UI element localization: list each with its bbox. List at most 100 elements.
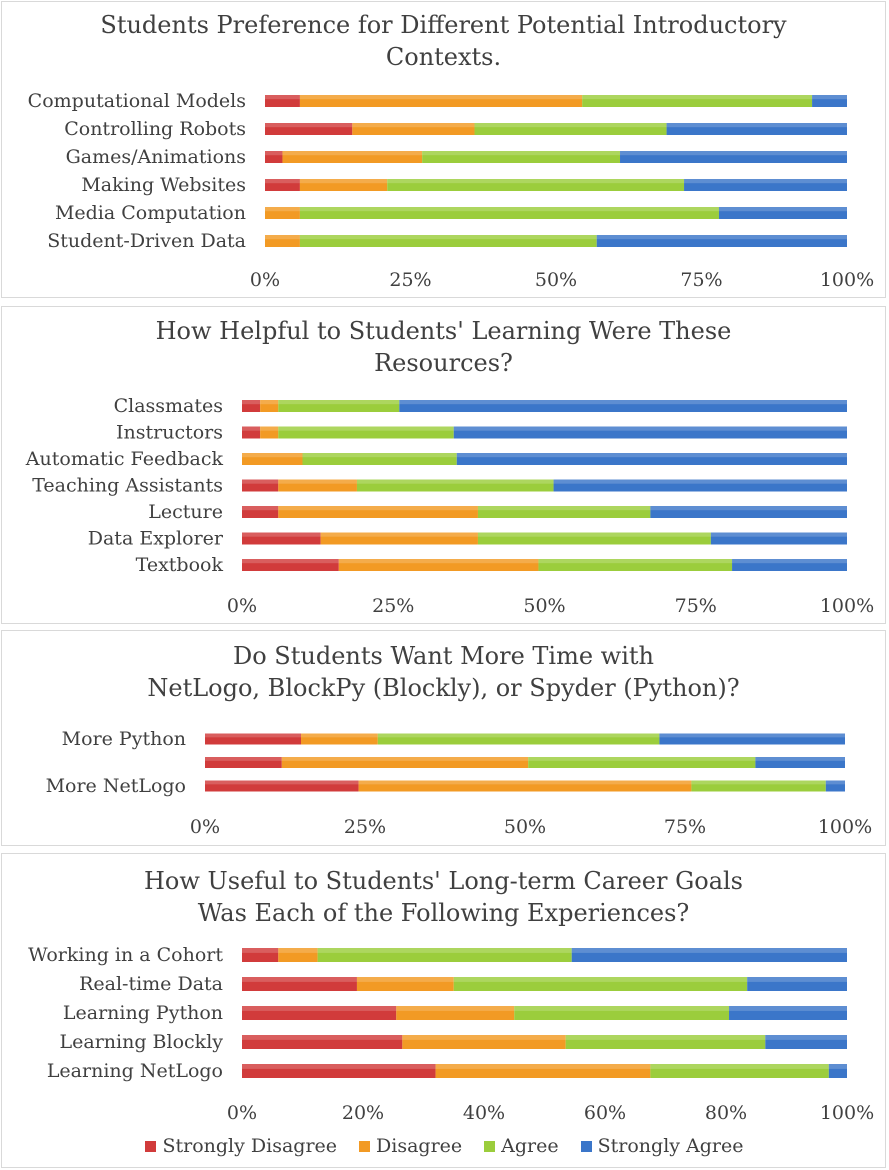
bar-disagree-textbook — [338, 559, 539, 571]
chart-title-line-1: Do Students Want More Time with — [232, 642, 655, 670]
chart-title-line-1: Students Preference for Different Potent… — [100, 11, 787, 39]
bar-agree-working-in-a-cohort — [317, 948, 572, 962]
bar-disagree-working-in-a-cohort — [278, 948, 318, 962]
bar-highlight — [650, 506, 847, 511]
bar-highlight — [732, 559, 847, 564]
bar-disagree-data-explorer — [320, 532, 478, 545]
chart-panel-resources: How Helpful to Students' Learning Were T… — [1, 306, 886, 624]
bar-strongly-disagree-working-in-a-cohort — [242, 948, 279, 962]
bar-strongly-agree-learning-blockly — [765, 1035, 847, 1049]
bar-disagree-games-animations — [282, 151, 423, 163]
bar-strongly-disagree-classmates — [242, 400, 261, 412]
bar-highlight — [242, 559, 339, 564]
x-tick-label: 100% — [820, 1102, 874, 1124]
chart-title-line-2: Resources? — [374, 349, 513, 377]
bar-highlight — [299, 179, 388, 184]
bar-strongly-agree-textbook — [732, 559, 847, 571]
bar-agree-automatic-feedback — [302, 453, 457, 465]
bar-highlight — [299, 95, 583, 100]
bar-highlight — [514, 1006, 730, 1011]
bar-highlight — [620, 151, 847, 156]
bar-highlight — [242, 948, 279, 953]
legend-item-agree: Agree — [484, 1135, 559, 1157]
bar-highlight — [402, 1035, 566, 1040]
bar-strongly-disagree-row-2 — [205, 757, 282, 768]
bar-highlight — [299, 235, 597, 240]
bar-highlight — [278, 479, 357, 484]
bar-highlight — [302, 453, 457, 458]
x-tick-label: 50% — [535, 269, 577, 291]
bar-agree-row-2 — [528, 757, 756, 768]
x-tick-label: 75% — [664, 816, 706, 838]
category-label-student-driven-data: Student-Driven Data — [47, 230, 246, 252]
bar-highlight — [666, 123, 847, 128]
bar-highlight — [596, 235, 847, 240]
category-label-more-netlogo: More NetLogo — [46, 775, 186, 797]
bar-highlight — [453, 426, 847, 431]
bar-agree-learning-python — [514, 1006, 730, 1020]
bar-disagree-learning-blockly — [402, 1035, 566, 1049]
x-tick-label: 0% — [227, 1102, 257, 1124]
bar-highlight — [729, 1006, 847, 1011]
bar-strongly-disagree-instructors — [242, 426, 261, 439]
bar-strongly-disagree-learning-python — [242, 1006, 397, 1020]
bar-highlight — [242, 479, 279, 484]
category-label-data-explorer: Data Explorer — [88, 528, 224, 550]
bar-highlight — [477, 532, 711, 537]
bar-disagree-automatic-feedback — [242, 453, 303, 465]
chart-title-line-1: How Helpful to Students' Learning Were T… — [155, 317, 732, 345]
bar-strongly-disagree-computational-models — [265, 95, 300, 107]
bar-highlight — [242, 1006, 397, 1011]
bar-agree-data-explorer — [477, 532, 711, 545]
bar-highlight — [265, 179, 300, 184]
bar-strongly-agree-automatic-feedback — [456, 453, 847, 465]
bar-highlight — [435, 1064, 651, 1069]
bar-highlight — [301, 733, 378, 738]
x-tick-label: 75% — [675, 595, 717, 617]
bar-agree-real-time-data — [453, 977, 748, 991]
bar-highlight — [747, 977, 847, 982]
category-label-lecture: Lecture — [148, 501, 223, 523]
bar-highlight — [765, 1035, 847, 1040]
bar-highlight — [242, 977, 357, 982]
category-label-classmates: Classmates — [114, 395, 223, 417]
bar-highlight — [205, 780, 359, 785]
chart-title-line-2: NetLogo, BlockPy (Blockly), or Spyder (P… — [147, 674, 740, 702]
x-tick-label: 0% — [190, 816, 220, 838]
x-tick-label: 0% — [250, 269, 280, 291]
x-tick-label: 100% — [818, 816, 872, 838]
x-tick-label: 80% — [705, 1102, 747, 1124]
legend-item-strongly-disagree: Strongly Disagree — [145, 1135, 337, 1157]
category-label-learning-python: Learning Python — [63, 1002, 223, 1024]
chart-title-line-2: Was Each of the Following Experiences? — [197, 899, 690, 927]
category-label-media-computation: Media Computation — [55, 202, 246, 224]
bar-highlight — [281, 757, 529, 761]
bar-highlight — [396, 1006, 515, 1011]
legend-label: Agree — [501, 1135, 559, 1157]
bar-strongly-disagree-lecture — [242, 506, 279, 518]
legend-swatch — [359, 1140, 371, 1152]
bar-strongly-disagree-learning-blockly — [242, 1035, 403, 1049]
bar-highlight — [565, 1035, 766, 1040]
bar-agree-games-animations — [422, 151, 621, 163]
bar-chart-career: Working in a Cohort Real-time Data Learnin… — [28, 944, 874, 1124]
legend-item-strongly-agree: Strongly Agree — [580, 1135, 744, 1157]
bar-agree-classmates — [278, 400, 400, 412]
bar-highlight — [377, 733, 660, 738]
bar-agree-controlling-robots — [474, 123, 667, 135]
x-tick-label: 100% — [820, 595, 874, 617]
bar-highlight — [260, 426, 279, 431]
category-label-computational-models: Computational Models — [28, 90, 246, 112]
bar-highlight — [278, 426, 454, 431]
chart-panel-career: How Useful to Students' Long-term Career… — [1, 853, 886, 1168]
bar-strongly-agree-more-python — [659, 733, 845, 745]
bar-highlight — [356, 977, 454, 982]
chart-title: How Useful to Students' Long-term Career… — [2, 865, 885, 929]
bar-strongly-disagree-controlling-robots — [265, 123, 353, 135]
category-label-more-python: More Python — [62, 728, 186, 750]
chart-title: Do Students Want More Time with NetLogo,… — [2, 640, 885, 704]
chart-title-line-1: How Useful to Students' Long-term Career… — [143, 867, 743, 895]
bar-agree-learning-netlogo — [650, 1064, 829, 1078]
bar-strongly-agree-making-websites — [684, 179, 847, 191]
